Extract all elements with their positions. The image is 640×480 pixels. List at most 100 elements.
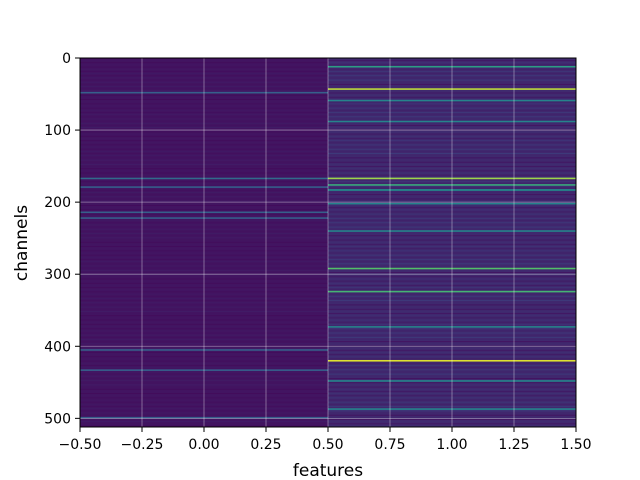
heatmap-cell	[328, 367, 576, 369]
heatmap-cell	[328, 256, 576, 258]
heatmap-cell	[80, 159, 328, 161]
heatmap-bright-cell	[80, 186, 328, 188]
heatmap-cell	[80, 64, 328, 66]
heatmap-cell	[80, 83, 328, 85]
heatmap-cell	[80, 274, 328, 276]
heatmap-cell	[328, 60, 576, 62]
heatmap-cell	[328, 343, 576, 345]
heatmap-bright-cell	[328, 380, 576, 382]
heatmap-cell	[328, 397, 576, 399]
heatmap-cell	[328, 339, 576, 340]
heatmap-bright-cell	[80, 211, 328, 214]
heatmap-cell	[328, 382, 576, 384]
heatmap-cell	[328, 194, 576, 196]
y-tick-label: 500	[44, 411, 71, 427]
heatmap-cell	[80, 367, 328, 369]
heatmap-bright-cell	[328, 177, 576, 180]
x-tick-label: −0.25	[121, 437, 164, 453]
heatmap-cell	[328, 297, 576, 299]
heatmap-cell	[80, 410, 328, 412]
heatmap-cell	[328, 237, 576, 239]
heatmap-cell	[80, 393, 328, 394]
heatmap-cell	[80, 101, 328, 103]
heatmap-cell	[328, 280, 576, 282]
heatmap-cell	[80, 250, 328, 252]
heatmap-cell	[328, 142, 576, 144]
heatmap-cell	[80, 352, 328, 353]
heatmap-cell	[328, 92, 576, 94]
heatmap-cell	[328, 112, 576, 113]
heatmap-cell	[80, 282, 328, 284]
heatmap-cell	[80, 166, 328, 167]
heatmap-cell	[80, 181, 328, 183]
heatmap-cell	[80, 94, 328, 96]
heatmap-cell	[80, 133, 328, 135]
heatmap-cell	[80, 224, 328, 226]
heatmap-bright-cell	[328, 359, 576, 362]
heatmap-cell	[328, 198, 576, 200]
heatmap-cell	[328, 168, 576, 170]
heatmap-cell	[80, 187, 328, 189]
heatmap-cell	[80, 377, 328, 379]
heatmap-cell	[80, 205, 328, 206]
heatmap-cell	[328, 321, 576, 323]
heatmap-cell	[80, 179, 328, 180]
heatmap-cell	[328, 148, 576, 150]
heatmap-bright-cell	[328, 290, 576, 293]
heatmap-cell	[328, 192, 576, 193]
heatmap-cell	[80, 278, 328, 280]
heatmap-cell	[80, 246, 328, 247]
heatmap-cell	[80, 103, 328, 105]
heatmap-cell	[80, 189, 328, 191]
heatmap-cell	[328, 259, 576, 260]
heatmap-bright-cell	[328, 326, 576, 328]
heatmap-cell	[80, 228, 328, 230]
heatmap-cell	[328, 75, 576, 77]
heatmap-cell	[328, 222, 576, 224]
heatmap-cell	[328, 315, 576, 317]
heatmap-cell	[80, 395, 328, 397]
heatmap-cell	[328, 215, 576, 217]
heatmap-cell	[80, 287, 328, 289]
y-tick-label: 300	[44, 267, 71, 283]
heatmap-cell	[80, 153, 328, 154]
x-tick-label: 0.00	[188, 437, 219, 453]
heatmap-cell	[80, 403, 328, 405]
heatmap-cell	[328, 176, 576, 178]
heatmap-cell	[80, 200, 328, 202]
heatmap-cell	[80, 220, 328, 222]
heatmap-cell	[80, 330, 328, 332]
heatmap-cell	[80, 334, 328, 336]
heatmap-cell	[80, 265, 328, 267]
heatmap-cell	[328, 235, 576, 237]
heatmap-cell	[328, 295, 576, 297]
heatmap-cell	[80, 170, 328, 172]
heatmap-cell	[80, 362, 328, 364]
x-axis: −0.50 −0.25 0.00 0.25 0.50 0.75 1.00 1.25 1.50	[59, 427, 592, 453]
heatmap-cell	[80, 96, 328, 98]
heatmap-cell	[328, 287, 576, 289]
heatmap-cell	[328, 285, 576, 286]
heatmap-cell	[328, 254, 576, 256]
heatmap-bright-cell	[328, 120, 576, 123]
heatmap-cell	[328, 282, 576, 284]
heatmap-cell	[80, 194, 328, 196]
heatmap-cell	[80, 116, 328, 118]
heatmap-cell	[328, 274, 576, 276]
heatmap-cell	[80, 304, 328, 306]
heatmap-bright-cell	[80, 177, 328, 180]
heatmap-cell	[328, 170, 576, 172]
heatmap-cell	[328, 345, 576, 347]
heatmap-cell	[328, 419, 576, 420]
heatmap-cell	[328, 358, 576, 360]
heatmap-cell	[80, 86, 328, 87]
heatmap-cell	[80, 77, 328, 79]
heatmap-cell	[80, 321, 328, 323]
heatmap-cell	[328, 386, 576, 388]
heatmap-cell	[80, 75, 328, 77]
heatmap-cell	[80, 230, 328, 232]
heatmap-cell	[328, 401, 576, 403]
heatmap-cell	[80, 127, 328, 129]
heatmap-cells	[80, 58, 576, 427]
heatmap-cell	[328, 140, 576, 142]
